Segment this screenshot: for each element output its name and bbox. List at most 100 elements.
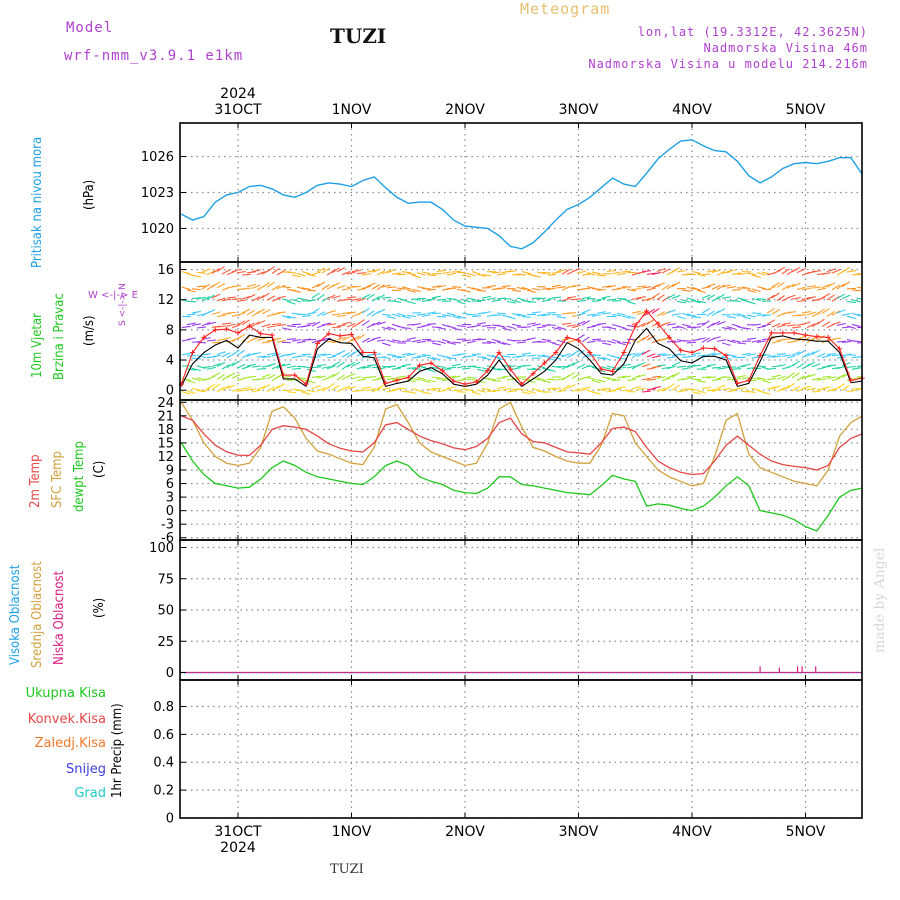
wind-barb bbox=[631, 310, 641, 314]
wind-barb bbox=[266, 386, 275, 393]
wind-barb bbox=[516, 273, 526, 276]
wind-barb bbox=[776, 353, 787, 356]
wind-barb bbox=[716, 284, 725, 291]
wind-barb bbox=[451, 315, 461, 319]
wind-barb bbox=[561, 297, 571, 302]
wind-barb bbox=[761, 391, 771, 395]
wind-barb bbox=[446, 341, 456, 345]
wind-barb bbox=[566, 371, 575, 378]
wind-barb bbox=[186, 380, 196, 384]
wind-barb bbox=[641, 270, 652, 273]
wind-barb bbox=[376, 284, 385, 291]
wind-barb bbox=[706, 363, 716, 367]
wind-barb bbox=[736, 387, 747, 390]
gust-marker bbox=[712, 346, 718, 352]
wind-barb bbox=[676, 315, 686, 320]
wind-barb bbox=[401, 327, 412, 330]
wind-barb bbox=[801, 310, 811, 314]
wind-barb bbox=[591, 323, 601, 327]
wind-barb bbox=[211, 372, 221, 378]
wind-barb bbox=[776, 281, 785, 288]
wind-barb bbox=[466, 272, 476, 277]
wind-barb bbox=[471, 338, 481, 341]
wind-barb bbox=[656, 376, 666, 380]
wind-barb bbox=[621, 270, 632, 273]
wind-barb bbox=[366, 282, 376, 288]
wind-barb bbox=[671, 294, 681, 300]
wind-barb bbox=[621, 298, 631, 302]
wind-barb bbox=[671, 312, 681, 316]
wind-barb bbox=[446, 357, 457, 360]
wind-barb bbox=[321, 337, 332, 340]
wind-barb bbox=[726, 339, 736, 344]
wind-barb bbox=[591, 288, 602, 290]
wind-barb bbox=[736, 272, 747, 275]
wind-barb bbox=[541, 313, 551, 317]
gust-marker bbox=[371, 349, 377, 355]
wind-barb bbox=[286, 271, 297, 274]
wind-barb bbox=[601, 285, 611, 288]
wind-barb bbox=[696, 379, 706, 383]
wind-barb bbox=[836, 309, 846, 314]
wind-barb bbox=[411, 377, 421, 381]
wind-barb bbox=[496, 341, 506, 346]
wind-barb bbox=[396, 356, 407, 359]
wind-barb bbox=[851, 299, 861, 303]
wind-barb bbox=[681, 312, 691, 317]
wind-barb bbox=[636, 285, 647, 288]
wind-barb bbox=[281, 341, 292, 344]
wind-barb bbox=[846, 315, 856, 320]
wind-barb bbox=[786, 372, 795, 379]
wind-barb bbox=[666, 356, 676, 359]
wind-barb bbox=[236, 320, 246, 326]
wind-barb bbox=[191, 341, 202, 343]
wind-barb bbox=[631, 374, 641, 380]
wind-barb bbox=[346, 373, 356, 378]
wind-barb bbox=[426, 274, 437, 277]
wind-barb bbox=[571, 373, 581, 379]
wind-barb bbox=[671, 281, 681, 288]
wind-barb bbox=[291, 289, 301, 293]
wind-barb bbox=[301, 365, 311, 369]
legend-grad: Grad bbox=[74, 786, 106, 801]
wind-barb bbox=[296, 297, 306, 301]
wind-barb bbox=[201, 321, 211, 327]
gust-marker bbox=[837, 346, 843, 352]
wind-barb bbox=[196, 341, 207, 344]
wind-barb bbox=[516, 355, 526, 358]
wind-barb bbox=[576, 320, 586, 326]
wind-barb bbox=[216, 361, 226, 367]
wind-barb bbox=[421, 379, 431, 384]
wind-barb bbox=[586, 340, 596, 344]
wind-barb bbox=[381, 326, 391, 331]
wind-barb bbox=[371, 387, 381, 393]
wind-barb bbox=[626, 288, 636, 292]
wind-barb bbox=[531, 367, 541, 371]
wind-barb bbox=[606, 285, 616, 288]
wind-barb bbox=[211, 341, 222, 344]
wind-barb bbox=[531, 340, 541, 343]
wind-barb bbox=[476, 338, 487, 341]
gust-marker bbox=[224, 326, 230, 332]
wind-barb bbox=[821, 354, 831, 359]
wind-barb bbox=[366, 293, 375, 300]
wind-barb bbox=[816, 318, 825, 325]
wind-barb bbox=[641, 390, 652, 393]
wind-barb bbox=[321, 284, 330, 291]
wind-barb bbox=[441, 388, 451, 392]
wind-barb bbox=[686, 326, 697, 329]
wind-barb bbox=[306, 311, 316, 315]
wind-barb bbox=[451, 327, 461, 331]
wind-barb bbox=[401, 352, 411, 356]
wind-barb bbox=[456, 379, 467, 382]
footer-station: TUZI bbox=[330, 862, 364, 877]
wind-barb bbox=[381, 296, 392, 299]
wind-barb bbox=[546, 311, 557, 314]
gust-marker bbox=[791, 330, 797, 336]
wind-barb bbox=[541, 287, 552, 290]
wind-barb bbox=[456, 315, 466, 319]
wind-barb bbox=[271, 267, 280, 274]
wind-barb bbox=[711, 310, 720, 317]
wind-barb bbox=[816, 287, 826, 291]
wind-barb bbox=[641, 286, 651, 289]
